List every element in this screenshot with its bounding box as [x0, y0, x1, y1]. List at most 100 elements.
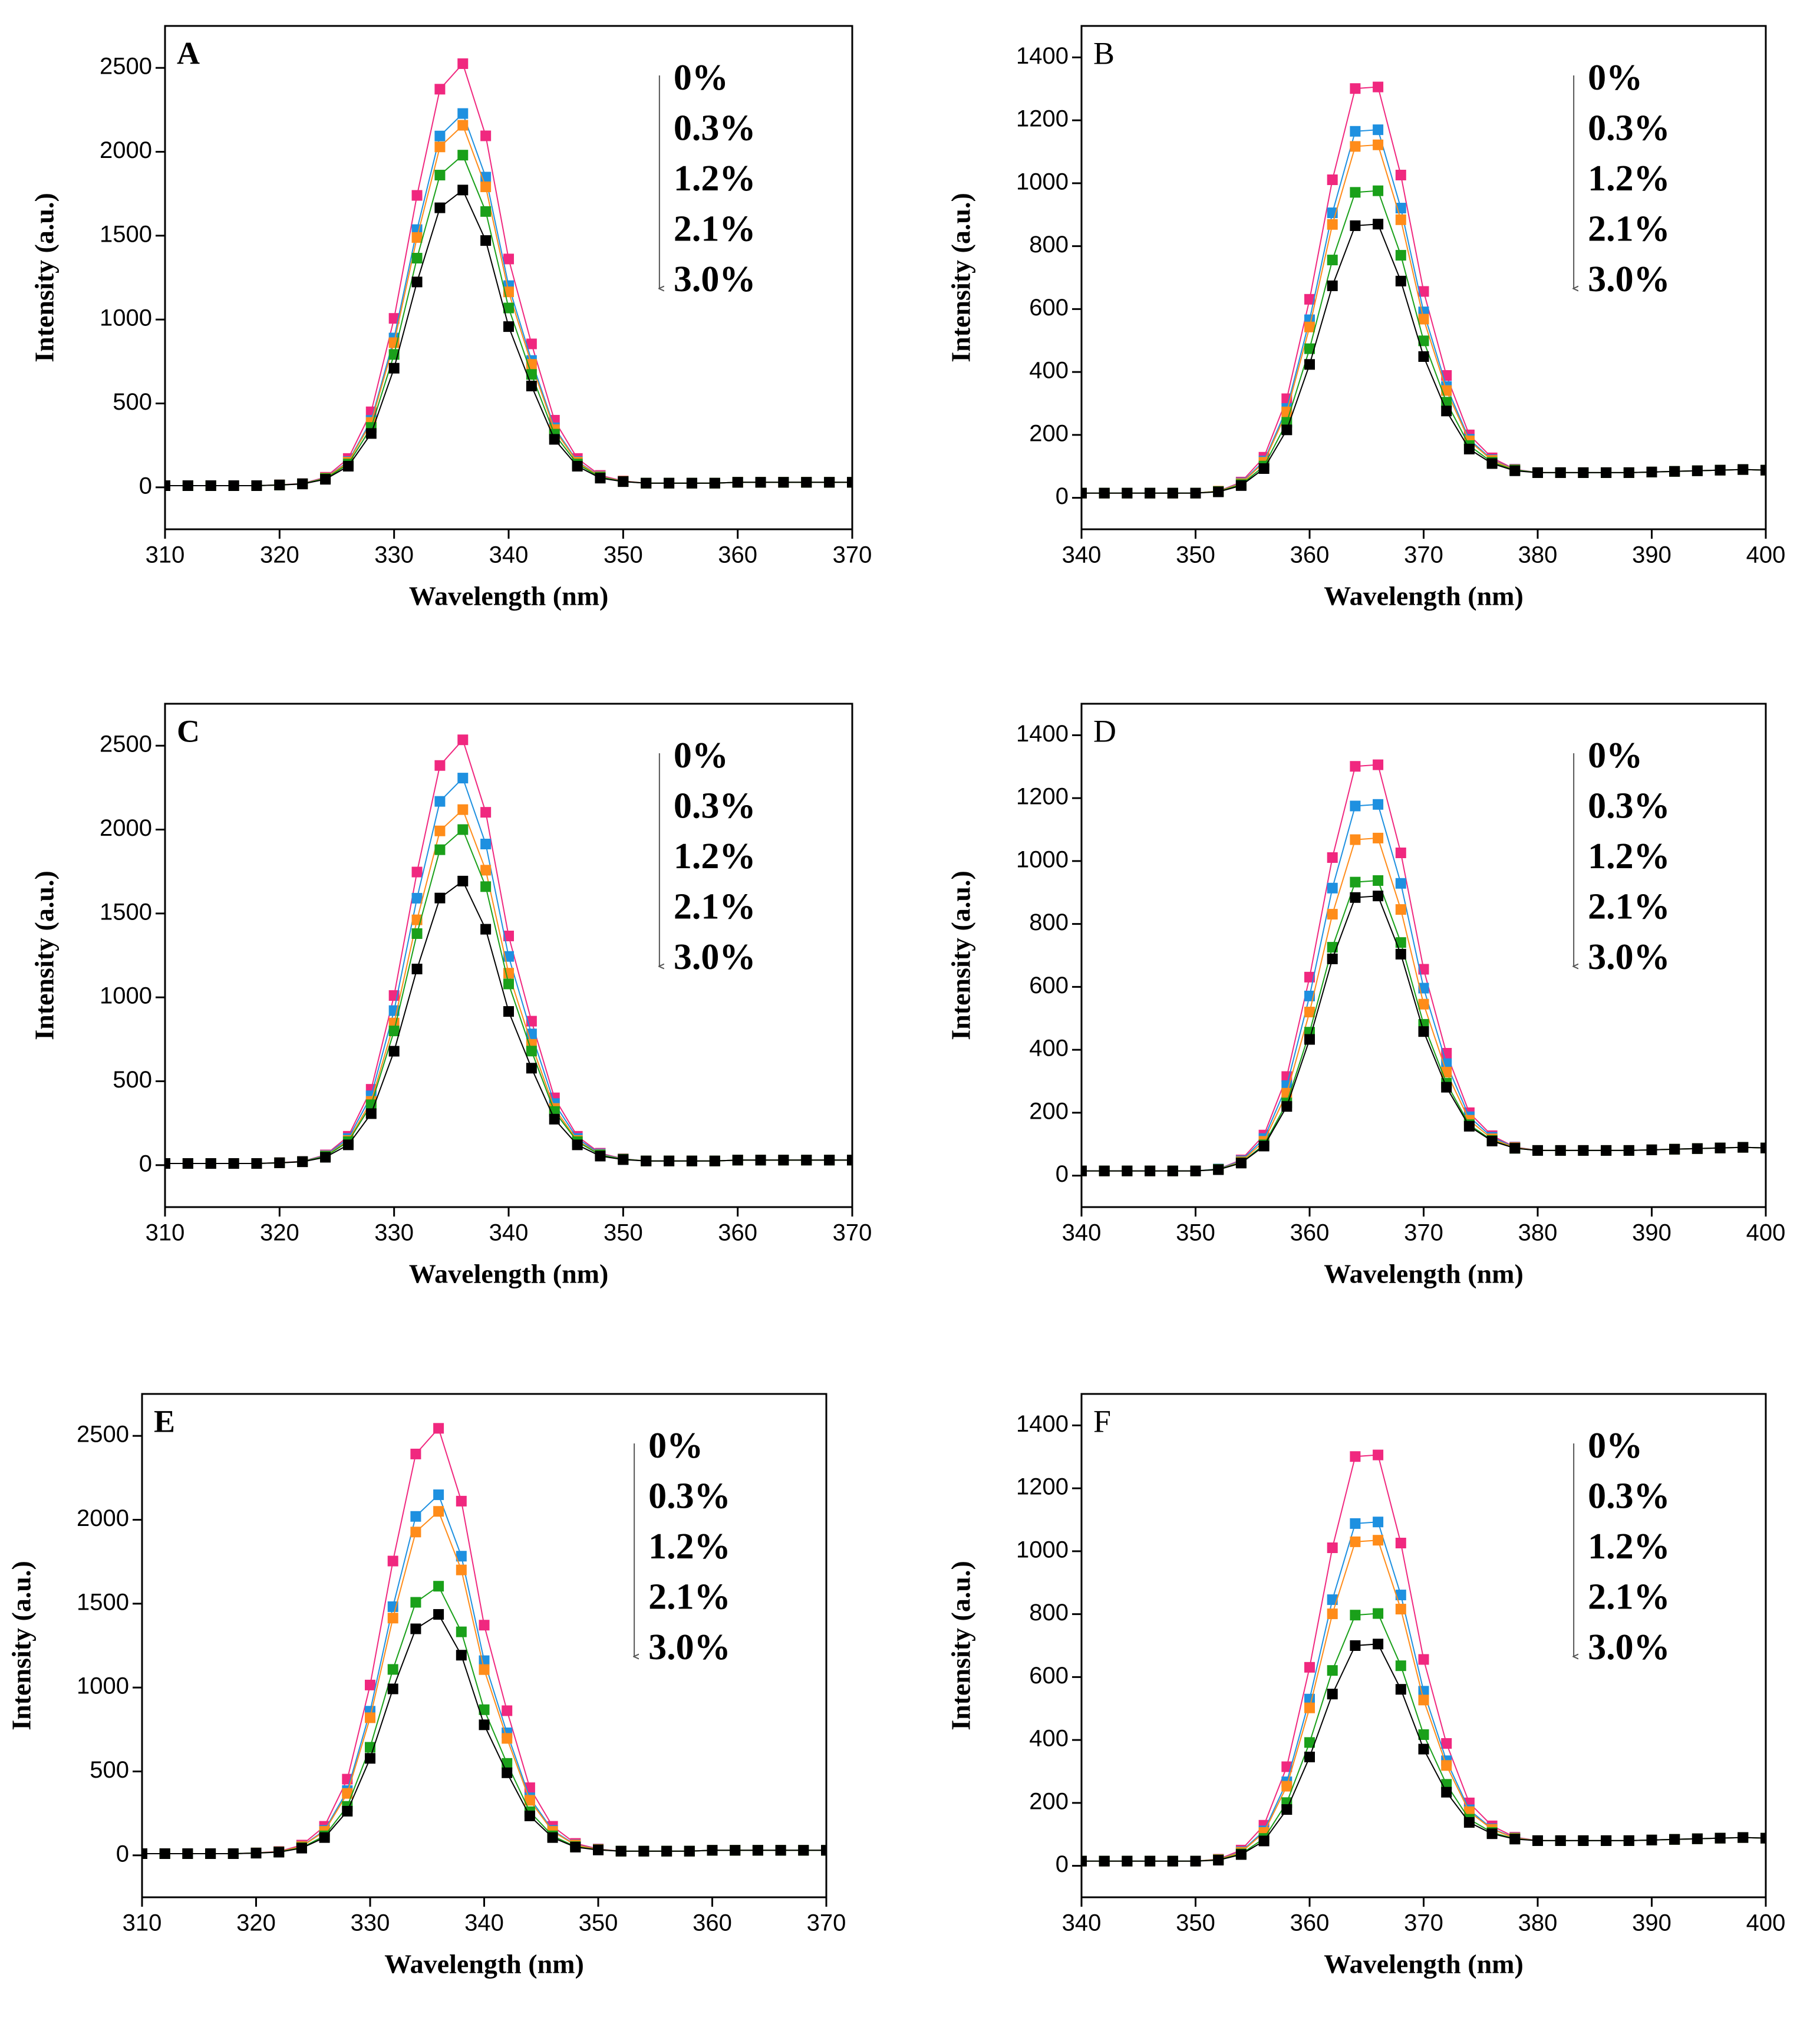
marker	[618, 1154, 629, 1165]
marker	[1646, 1144, 1657, 1155]
marker	[342, 1139, 354, 1151]
x-tick-label: 370	[833, 542, 872, 568]
x-tick-label: 390	[1632, 1220, 1671, 1246]
y-tick-label: 800	[1029, 1600, 1069, 1626]
marker	[1327, 1542, 1338, 1554]
legend-label: 3.0%	[1588, 1627, 1670, 1667]
legend-label: 1.2%	[1588, 836, 1670, 876]
y-tick-label: 2500	[100, 54, 152, 80]
marker	[342, 460, 354, 472]
marker	[1395, 275, 1406, 286]
x-tick-label: 360	[718, 1220, 757, 1246]
marker	[1486, 1828, 1498, 1840]
legend-label: 1.2%	[674, 836, 756, 876]
legend-label: 3.0%	[674, 259, 756, 299]
marker	[479, 1620, 490, 1631]
x-tick-label: 370	[1404, 542, 1443, 568]
x-tick-label: 350	[604, 1220, 643, 1246]
x-tick-label: 340	[489, 542, 529, 568]
marker	[411, 892, 423, 904]
marker	[480, 838, 492, 849]
marker	[1601, 467, 1612, 478]
marker	[1145, 1855, 1156, 1867]
marker	[1350, 220, 1361, 231]
marker	[457, 120, 469, 131]
x-axis-title: Wavelength (nm)	[384, 1949, 584, 1979]
marker	[847, 477, 852, 488]
marker	[1373, 1639, 1384, 1650]
x-axis-title: Wavelength (nm)	[1324, 1949, 1524, 1979]
marker	[503, 321, 514, 332]
marker	[182, 1848, 193, 1859]
marker	[434, 130, 446, 141]
marker	[1623, 467, 1634, 478]
x-tick-label: 370	[1404, 1910, 1443, 1936]
y-tick-label: 500	[90, 1757, 129, 1783]
y-axis-title: Intensity (a.u.)	[29, 193, 60, 362]
marker	[296, 1842, 307, 1854]
marker	[1601, 1835, 1612, 1846]
marker	[274, 1157, 285, 1168]
marker	[847, 1155, 852, 1166]
marker	[664, 477, 675, 489]
marker	[457, 108, 469, 119]
x-tick-label: 380	[1518, 1910, 1558, 1936]
marker	[1373, 124, 1384, 136]
x-tick-label: 330	[374, 1220, 414, 1246]
x-tick-label: 360	[1290, 542, 1330, 568]
marker	[387, 1664, 398, 1675]
marker	[503, 930, 514, 941]
marker	[1327, 909, 1338, 920]
marker	[1486, 1135, 1498, 1146]
marker	[1578, 1145, 1589, 1156]
marker	[388, 1046, 400, 1057]
marker	[480, 865, 492, 876]
marker	[1122, 1855, 1133, 1867]
y-tick-label: 1200	[1016, 106, 1069, 132]
marker	[1441, 385, 1452, 396]
marker	[1145, 487, 1156, 499]
marker	[480, 130, 492, 141]
marker	[1395, 169, 1406, 180]
marker	[1099, 487, 1110, 499]
marker	[1281, 1101, 1293, 1112]
marker	[434, 825, 446, 836]
y-tick-label: 0	[1056, 1851, 1069, 1877]
legend-label: 3.0%	[1588, 937, 1670, 977]
marker	[205, 480, 216, 491]
marker	[1715, 464, 1726, 476]
marker	[1418, 1654, 1429, 1665]
marker	[1715, 1832, 1726, 1844]
y-tick-label: 200	[1029, 1098, 1069, 1124]
y-tick-label: 0	[139, 1151, 152, 1176]
marker	[434, 202, 446, 213]
marker	[387, 1613, 398, 1624]
marker	[411, 964, 423, 975]
marker	[821, 1845, 826, 1856]
panel: 340 350 360 370 380 390 400 0 200 400 600 800 1000 12…	[946, 703, 1786, 1289]
marker	[433, 1423, 444, 1434]
marker	[433, 1609, 444, 1620]
marker	[1737, 464, 1749, 475]
panel: 310 320 330 340 350 360 370 0 500 1000 1500 2000 250…	[6, 1393, 846, 1979]
marker	[1082, 487, 1087, 499]
marker	[388, 1026, 400, 1037]
marker	[1350, 141, 1361, 152]
marker	[205, 1848, 216, 1859]
x-tick-label: 400	[1746, 1220, 1786, 1246]
marker	[615, 1845, 627, 1857]
y-tick-label: 2000	[100, 815, 152, 841]
y-tick-label: 2500	[100, 731, 152, 757]
panel-label: A	[177, 35, 200, 71]
marker	[1304, 294, 1315, 305]
x-tick-label: 320	[236, 1910, 276, 1936]
marker	[1578, 467, 1589, 478]
marker	[388, 362, 400, 374]
marker	[479, 1664, 490, 1675]
marker	[297, 479, 308, 490]
marker	[638, 1845, 649, 1857]
x-axis-title: Wavelength (nm)	[1324, 1259, 1524, 1289]
marker	[411, 232, 423, 243]
marker	[775, 1845, 786, 1856]
